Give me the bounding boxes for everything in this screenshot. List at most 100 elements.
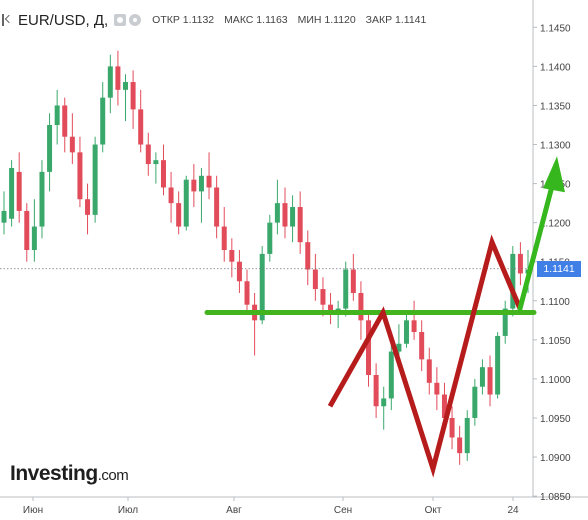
chart-header: EUR/USD, Д, ОТКР 1.1132 МАКС 1.1163 МИН … [0,9,433,31]
candle-body [426,359,432,383]
candle-body [464,417,470,454]
x-tick-label: Авг [226,505,242,516]
candle-body [381,398,387,407]
candle-body [31,226,37,250]
candle-body [328,304,334,313]
candle-body [282,203,288,227]
investing-logo: Investing.com [10,462,129,486]
candle-body [343,269,349,309]
x-tick-label: Июн [23,505,43,516]
projection-arrow-line [517,183,555,312]
candle-body [366,320,372,375]
candle-body [24,210,30,250]
candle-body [487,367,493,395]
candle-body [472,386,478,418]
y-tick-label: 1.0850 [540,492,571,503]
candle-body [16,171,22,211]
candle-body [267,222,273,254]
candle-body [388,351,394,399]
collapse-icon[interactable] [2,14,14,26]
ohlc-readout: ОТКР 1.1132 МАКС 1.1163 МИН 1.1120 ЗАКР … [152,14,433,26]
candle-body [85,199,91,215]
candle-body [229,250,235,262]
high-value: МАКС 1.1163 [224,14,288,26]
gear-icon[interactable] [129,14,142,26]
last-price-tag: 1.1141 [537,260,581,277]
y-tick-label: 1.0900 [540,453,571,464]
candle-body [259,253,265,321]
candle-body [183,179,189,227]
x-tick-label: Окт [425,505,442,516]
candle-body [69,136,75,153]
candle-body [214,187,220,227]
y-tick-label: 1.1400 [540,62,571,73]
candle-body [457,437,463,454]
x-tick-label: 24 [507,505,519,516]
candle-body [373,375,379,407]
candle-body [517,253,523,274]
close-value: ЗАКР 1.1141 [365,14,427,26]
low-value: МИН 1.1120 [297,14,356,26]
candle-body [305,242,311,270]
candle-body [290,207,296,227]
candle-body [39,171,45,227]
candle-body [138,109,144,145]
candle-body [153,160,159,165]
candle-body [479,367,485,387]
candle-body [54,105,60,125]
candle-body [221,226,227,250]
candle-body [191,179,197,192]
candle-body [107,66,113,98]
w-pattern-line [327,234,523,478]
projection-arrow-head [543,156,565,193]
candle-body [115,66,121,90]
candle-body [312,269,318,290]
candle-body [62,105,68,137]
candle-body [502,308,508,336]
candle-body [495,335,501,395]
open-value: ОТКР 1.1132 [152,14,215,26]
eye-icon[interactable] [114,14,127,26]
y-tick-label: 1.0950 [540,414,571,425]
candle-body [198,175,204,192]
candle-body [297,207,303,243]
candle-body [350,269,356,293]
candle-body [449,417,455,438]
candle-body [1,210,7,223]
logo-brand: Investing [10,462,98,485]
candle-body [77,152,83,200]
candle-body [123,82,129,90]
candle-body [145,144,151,165]
y-tick-label: 1.1350 [540,101,571,112]
candle-body [274,203,280,223]
candle-body [47,125,53,172]
logo-suffix: .com [97,467,129,484]
y-tick-label: 1.1050 [540,336,571,347]
candle-body [396,343,402,352]
y-tick-label: 1.1100 [540,297,570,308]
x-tick-label: Сен [334,505,352,516]
candle-body [434,382,440,395]
candle-body [92,144,98,215]
y-tick-label: 1.1450 [540,23,571,34]
candle-body [130,82,136,110]
candle-body [236,261,242,282]
candle-body [510,253,516,309]
x-tick-label: Июл [118,505,138,516]
candle-body [358,292,364,321]
candle-body [100,97,106,145]
y-tick-label: 1.1000 [540,375,571,386]
candle-body [411,320,417,333]
symbol-label[interactable]: EUR/USD, Д, [18,11,109,29]
candle-body [244,281,250,305]
y-tick-label: 1.1300 [540,141,571,152]
candle-body [160,160,166,188]
candle-body [168,187,174,204]
candle-body [320,289,326,305]
candle-body [441,394,447,418]
y-tick-label: 1.1200 [540,219,571,230]
candle-body [403,320,409,344]
candle-body [206,175,212,188]
